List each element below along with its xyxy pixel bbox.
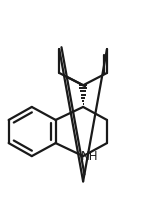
Text: NH: NH [81,150,98,163]
